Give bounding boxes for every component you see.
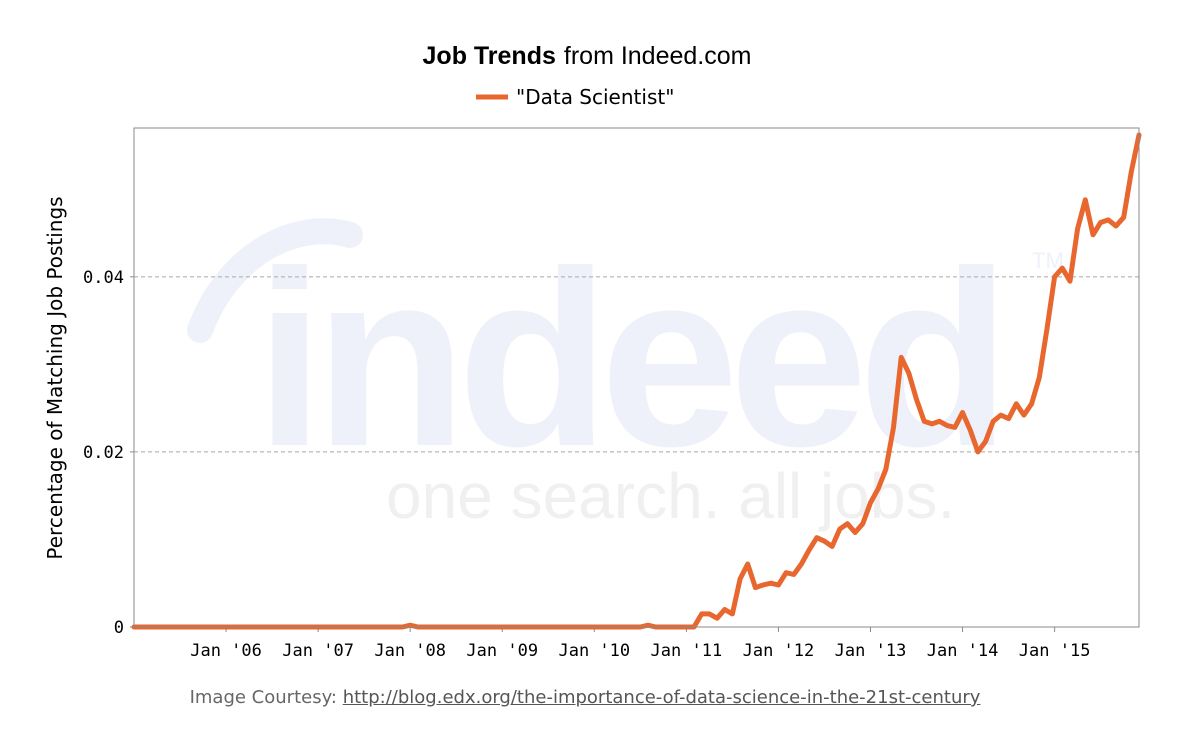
x-tick-label: Jan '15 [1019, 641, 1091, 661]
legend: "Data Scientist" [476, 85, 674, 109]
x-tick-label: Jan '08 [374, 641, 446, 661]
image-credit: Image Courtesy: http://blog.edx.org/the-… [0, 687, 1170, 708]
chart-title-bold: Job Trends [423, 42, 556, 70]
x-tick-label: Jan '12 [743, 641, 815, 661]
y-tick-label: 0.02 [83, 443, 124, 463]
plot-frame [133, 127, 1140, 628]
y-tick-label: 0 [114, 618, 124, 638]
watermark-arc [187, 218, 363, 343]
x-tick-label: Jan '13 [835, 641, 907, 661]
x-axis-ticks: Jan '06 Jan '07 Jan '08 Jan '09 Jan '10 Jan '… [190, 627, 1090, 661]
x-tick-label: Jan '14 [927, 641, 999, 661]
chart-title-rest: from Indeed.com [564, 42, 752, 70]
series-layer [131, 132, 1142, 630]
x-tick-label: Jan '07 [282, 641, 354, 661]
credit-link[interactable]: http://blog.edx.org/the-importance-of-da… [342, 687, 981, 708]
legend-label: "Data Scientist" [516, 85, 674, 109]
x-tick-label: Jan '10 [558, 641, 630, 661]
watermark: indeed TM one search. all jobs. [187, 218, 1064, 532]
watermark-tagline: one search. all jobs. [386, 460, 955, 532]
x-tick-label: Jan '06 [190, 641, 262, 661]
chart-title: Job Trends from Indeed.com [423, 42, 752, 70]
y-axis-label: Percentage of Matching Job Postings [43, 196, 67, 559]
x-tick-label: Jan '11 [651, 641, 723, 661]
y-axis-ticks: 0 0.02 0.04 [83, 268, 134, 638]
x-tick-label: Jan '09 [466, 641, 538, 661]
credit-prefix: Image Courtesy: [189, 687, 337, 708]
y-tick-label: 0.04 [83, 268, 124, 288]
series-line [131, 132, 1142, 630]
